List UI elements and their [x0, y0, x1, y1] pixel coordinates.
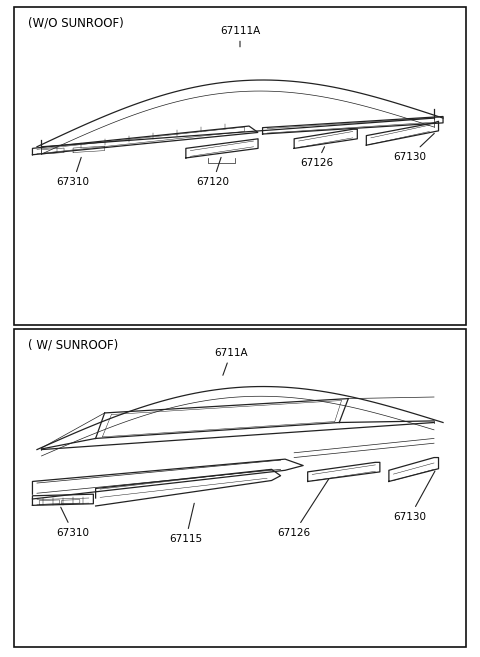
Text: 67130: 67130: [394, 133, 434, 162]
Text: 67310: 67310: [57, 158, 90, 187]
Text: 67126: 67126: [300, 147, 333, 168]
Text: 67111A: 67111A: [220, 26, 260, 47]
Text: 67120: 67120: [196, 158, 229, 187]
Text: 67126: 67126: [277, 479, 329, 537]
Text: 67310: 67310: [57, 507, 90, 537]
Text: 67130: 67130: [394, 471, 435, 522]
Text: ( W/ SUNROOF): ( W/ SUNROOF): [28, 338, 118, 351]
Text: (W/O SUNROOF): (W/O SUNROOF): [28, 16, 124, 29]
Text: 67115: 67115: [169, 503, 203, 544]
Text: 6711A: 6711A: [214, 348, 248, 375]
